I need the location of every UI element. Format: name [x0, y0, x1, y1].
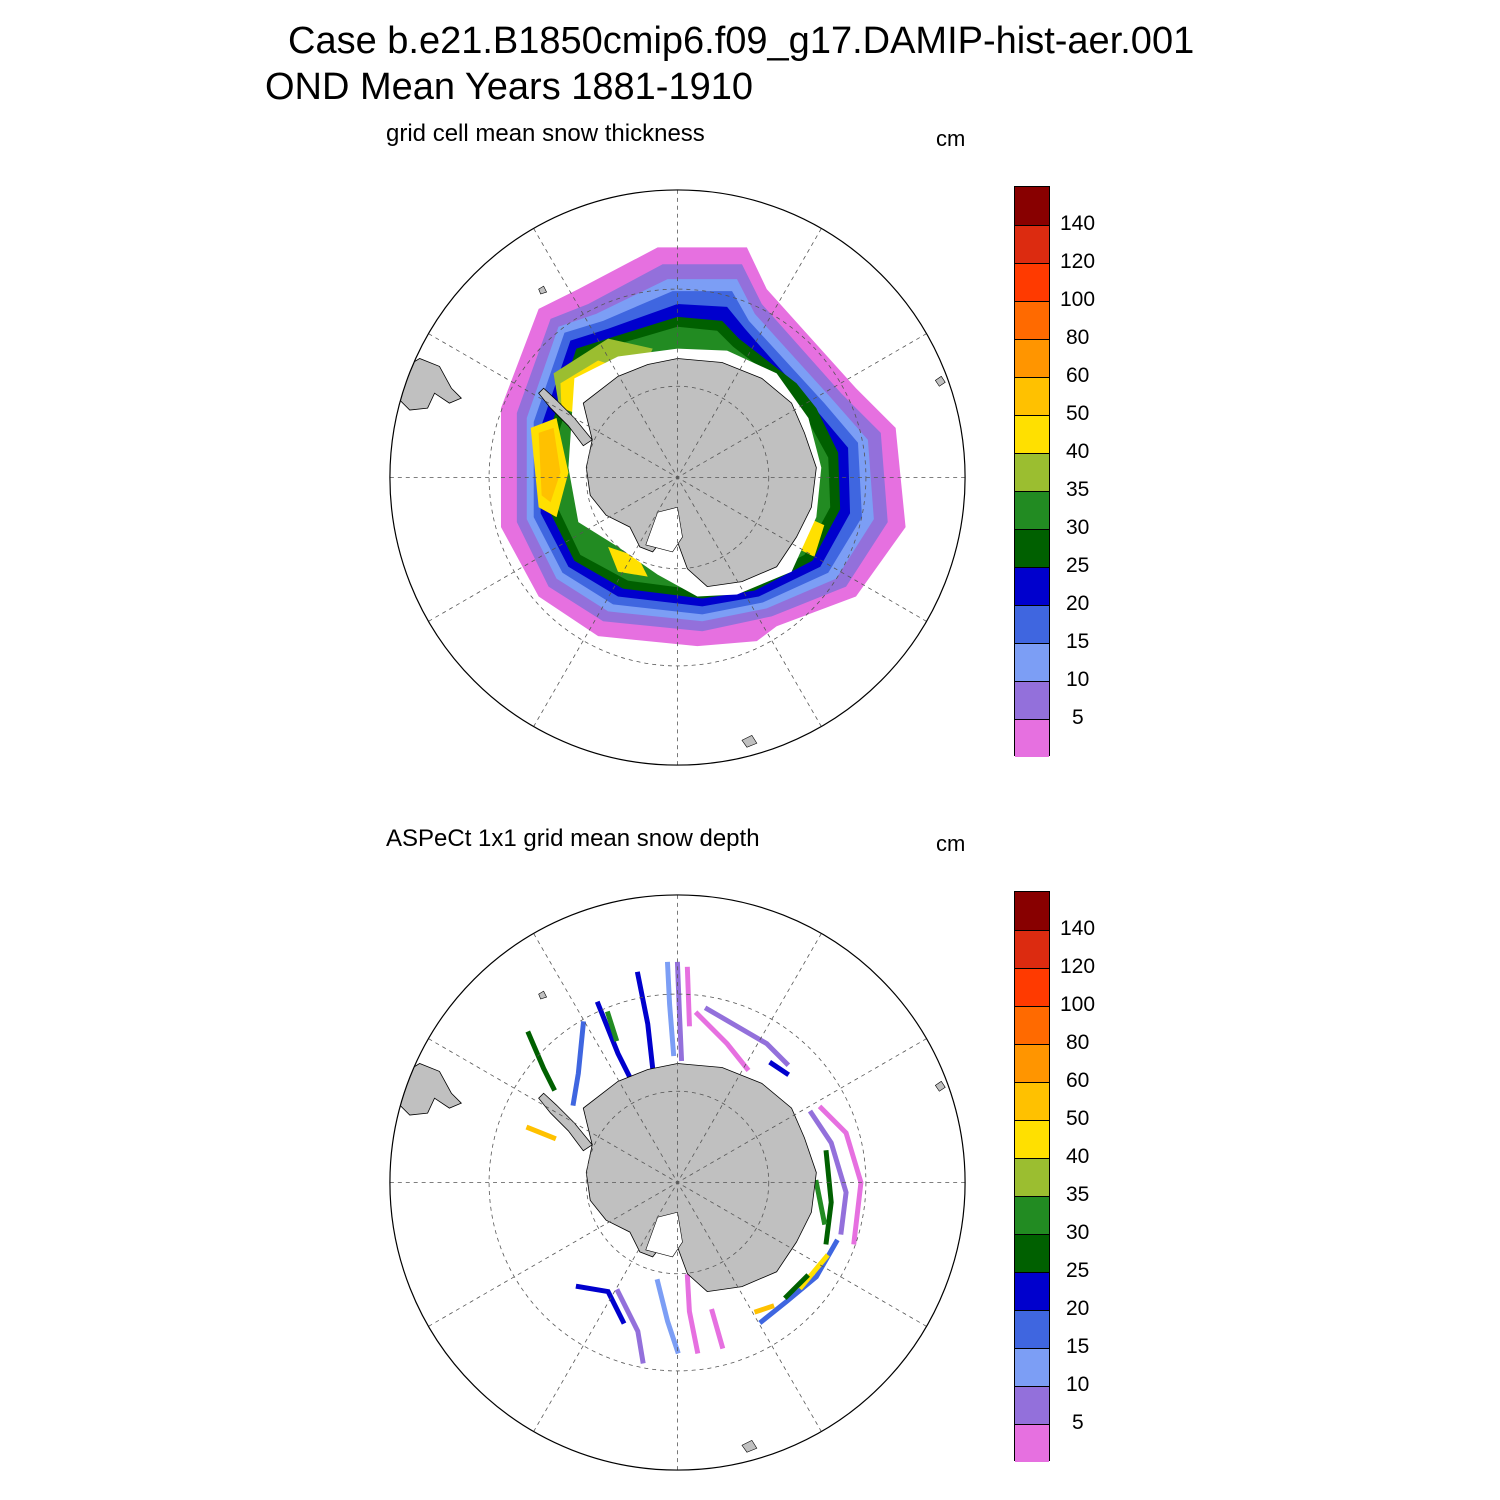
colorbar-tick-label: 120: [1060, 250, 1096, 273]
island-3: [538, 285, 548, 295]
colorbar-segment: [1015, 491, 1049, 529]
colorbar-segment: [1015, 1348, 1049, 1386]
colorbar-tick-label: 60: [1066, 1069, 1090, 1092]
panel2-units: cm: [936, 831, 966, 856]
colorbar-tick-label: 35: [1066, 478, 1090, 501]
south-america: [394, 1063, 463, 1116]
island-1: [934, 375, 946, 387]
panel1-colorbar: [1014, 186, 1050, 757]
colorbar-segment: [1015, 1386, 1049, 1424]
colorbar-segment: [1015, 968, 1049, 1006]
colorbar-tick-label: 140: [1060, 212, 1096, 235]
south-america: [394, 358, 463, 411]
colorbar-segment: [1015, 930, 1049, 968]
graticule: [389, 894, 966, 1471]
island-2: [741, 1439, 758, 1453]
island-3: [538, 990, 548, 1000]
panel1-polar-map: [389, 189, 966, 766]
colorbar-tick-label: 10: [1066, 1373, 1090, 1396]
colorbar-segment: [1015, 339, 1049, 377]
colorbar-tick-label: 5: [1072, 706, 1084, 729]
colorbar-tick-label: 60: [1066, 364, 1090, 387]
colorbar-tick-label: 80: [1066, 326, 1090, 349]
colorbar-tick-label: 10: [1066, 668, 1090, 691]
colorbar-tick-label: 30: [1066, 516, 1090, 539]
colorbar-tick-label: 20: [1066, 1297, 1090, 1320]
panel2-title: ASPeCt 1x1 grid mean snow depth: [386, 825, 760, 852]
colorbar-segment: [1015, 1272, 1049, 1310]
colorbar-segment: [1015, 1196, 1049, 1234]
colorbar-tick-label: 40: [1066, 1145, 1090, 1168]
antarctica: [582, 1063, 817, 1293]
panel1-units: cm: [936, 126, 966, 151]
colorbar-tick-label: 5: [1072, 1411, 1084, 1434]
figure-title-line1: Case b.e21.B1850cmip6.f09_g17.DAMIP-hist…: [288, 20, 1195, 62]
colorbar-tick-label: 25: [1066, 1259, 1090, 1282]
colorbar-segment: [1015, 1120, 1049, 1158]
colorbar-segment: [1015, 605, 1049, 643]
panel1-title: grid cell mean snow thickness: [386, 120, 705, 147]
ross-ice-shelf-notch: [645, 1211, 683, 1258]
colorbar-tick-label: 100: [1060, 288, 1096, 311]
colorbar-segment: [1015, 1082, 1049, 1120]
observation-tracks: [525, 961, 864, 1364]
colorbar-tick-label: 25: [1066, 554, 1090, 577]
colorbar-tick-label: 120: [1060, 955, 1096, 978]
colorbar-segment: [1015, 187, 1049, 225]
colorbar-segment: [1015, 567, 1049, 605]
graticule: [389, 189, 966, 766]
colorbar-segment: [1015, 263, 1049, 301]
colorbar-tick-label: 50: [1066, 1107, 1090, 1130]
colorbar-segment: [1015, 1006, 1049, 1044]
colorbar-tick-label: 20: [1066, 592, 1090, 615]
colorbar-tick-label: 30: [1066, 1221, 1090, 1244]
antarctic-peninsula: [538, 387, 593, 447]
colorbar-tick-label: 100: [1060, 993, 1096, 1016]
band-50-60cm-west: [538, 427, 561, 503]
colorbar-tick-label: 15: [1066, 630, 1090, 653]
colorbar-segment: [1015, 1424, 1049, 1462]
figure-title-line2: OND Mean Years 1881-1910: [265, 66, 753, 108]
colorbar-segment: [1015, 1044, 1049, 1082]
island-2: [741, 734, 758, 748]
colorbar-tick-label: 140: [1060, 917, 1096, 940]
colorbar-segment: [1015, 415, 1049, 453]
colorbar-segment: [1015, 453, 1049, 491]
colorbar-segment: [1015, 301, 1049, 339]
colorbar-tick-label: 35: [1066, 1183, 1090, 1206]
band-40-50cm-ross: [608, 546, 648, 577]
colorbar-tick-label: 80: [1066, 1031, 1090, 1054]
antarctic-peninsula: [538, 1092, 593, 1152]
colorbar-tick-label: 15: [1066, 1335, 1090, 1358]
colorbar-segment: [1015, 1234, 1049, 1272]
colorbar-segment: [1015, 1310, 1049, 1348]
colorbar-tick-label: 40: [1066, 440, 1090, 463]
colorbar-segment: [1015, 529, 1049, 567]
panel2-colorbar: [1014, 891, 1050, 1462]
ross-ice-shelf-notch: [645, 506, 683, 553]
colorbar-tick-label: 50: [1066, 402, 1090, 425]
panel2-polar-map: [389, 894, 966, 1471]
colorbar-segment: [1015, 225, 1049, 263]
colorbar-segment: [1015, 643, 1049, 681]
colorbar-segment: [1015, 1158, 1049, 1196]
colorbar-segment: [1015, 719, 1049, 757]
island-1: [934, 1080, 946, 1092]
colorbar-segment: [1015, 377, 1049, 415]
colorbar-segment: [1015, 892, 1049, 930]
colorbar-segment: [1015, 681, 1049, 719]
